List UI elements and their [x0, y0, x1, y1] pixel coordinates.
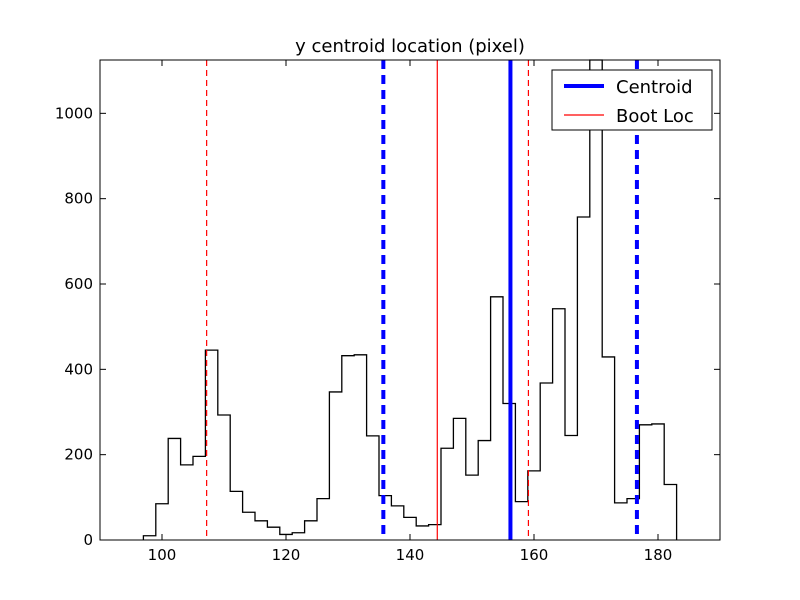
- legend-label-centroid: Centroid: [616, 77, 693, 98]
- legend: Centroid Boot Loc: [551, 69, 713, 131]
- chart-title: y centroid location (pixel): [295, 36, 525, 57]
- reference-lines-layer: [206, 60, 639, 540]
- y-tick-label: 600: [64, 275, 93, 293]
- plot-frame: [99, 59, 721, 541]
- x-tick-label: 160: [520, 546, 549, 564]
- axis-ticks: 100 120 140 160 180 0 200 400 600 800 1000: [55, 60, 720, 564]
- histogram-layer: [142, 59, 678, 540]
- y-tick-label: 1000: [55, 104, 93, 122]
- x-tick-label: 120: [272, 546, 301, 564]
- x-tick-label: 140: [396, 546, 425, 564]
- y-tick-label: 200: [64, 446, 93, 464]
- y-tick-label: 400: [64, 360, 93, 378]
- legend-box: [551, 69, 713, 131]
- x-tick-label: 180: [644, 546, 673, 564]
- axes-frame: [99, 59, 721, 541]
- y-tick-label: 0: [83, 531, 93, 549]
- legend-label-boot-loc: Boot Loc: [616, 106, 694, 127]
- x-tick-label: 100: [148, 546, 177, 564]
- histogram-step-line: [142, 59, 678, 540]
- y-tick-label: 800: [64, 190, 93, 208]
